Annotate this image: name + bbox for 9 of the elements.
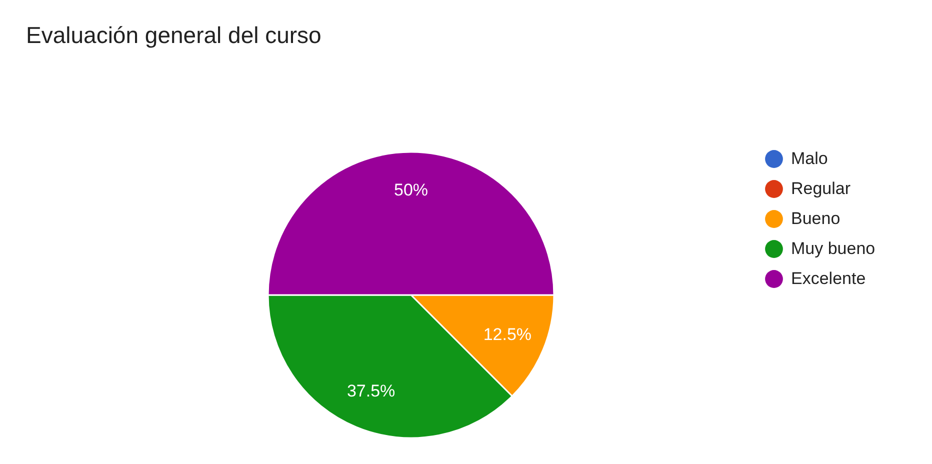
data-label: 37.5% [346,381,396,400]
data-label: 50% [394,180,428,200]
chart-title: Evaluación general del curso [26,22,322,48]
legend-label: Muy bueno [791,239,876,258]
legend-label: Excelente [791,269,866,288]
data-label: 12.5% [483,324,532,344]
legend-label: Bueno [791,209,840,228]
legend-label: Regular [791,179,851,198]
legend-label: Malo [791,149,828,168]
